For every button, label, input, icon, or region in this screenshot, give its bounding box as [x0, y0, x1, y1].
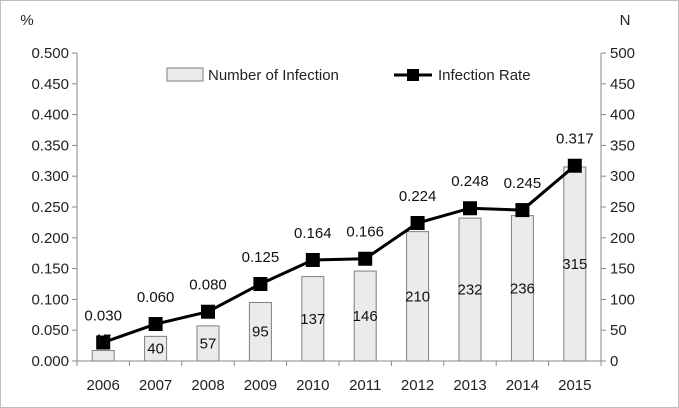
y-left-tick-label: 0.150 — [31, 261, 69, 278]
y-axis-right-title: N — [620, 12, 631, 29]
rate-data-label: 0.317 — [556, 131, 594, 148]
bar — [248, 301, 272, 362]
infection-rate-line — [102, 164, 576, 344]
line-series — [96, 158, 582, 350]
legend-bar-swatch — [166, 67, 204, 82]
rate-data-label: 0.164 — [294, 225, 332, 242]
bar — [91, 350, 115, 362]
line-marker — [515, 203, 530, 218]
legend-line-marker — [407, 69, 419, 81]
y-right-tick-label: 500 — [610, 45, 635, 62]
line-marker — [253, 277, 268, 291]
y-left-tick-label: 0.500 — [31, 45, 69, 62]
y-left-tick-label: 0.350 — [31, 137, 69, 154]
y-left-tick-label: 0.200 — [31, 230, 69, 247]
count-data-label: 95 — [252, 324, 269, 341]
count-data-label: 236 — [510, 280, 535, 297]
line-marker — [410, 216, 425, 231]
y-axis-left-title: % — [20, 12, 33, 29]
axes: % N 0.000 0.050 0.100 0.150 0.200 0.250 0.300 0.3… — [20, 12, 635, 394]
count-data-label: 57 — [200, 335, 217, 352]
count-data-label: 40 — [147, 341, 164, 358]
rate-data-label: 0.080 — [189, 277, 227, 294]
line-marker — [567, 158, 582, 173]
line-marker — [201, 304, 215, 319]
x-tick-label: 2014 — [506, 377, 539, 394]
count-data-label: 146 — [353, 308, 378, 325]
x-tick-label: 2006 — [87, 377, 120, 394]
line-marker — [96, 335, 111, 350]
line-marker — [463, 201, 477, 216]
y-right-tick-label: 300 — [610, 168, 635, 185]
legend-bar-label: Number of Infection — [208, 67, 339, 84]
bar — [353, 270, 377, 362]
x-tick-label: 2008 — [191, 377, 224, 394]
y-left-tick-label: 0.050 — [31, 322, 69, 339]
y-right-tick-label: 0 — [610, 353, 618, 370]
rate-data-label: 0.248 — [451, 173, 489, 190]
rate-data-label: 0.060 — [137, 289, 175, 306]
x-tick-label: 2009 — [244, 377, 277, 394]
bar — [301, 276, 325, 362]
x-tick-label: 2010 — [296, 377, 329, 394]
rate-data-label: 0.166 — [346, 224, 384, 241]
count-data-label: 315 — [562, 256, 587, 273]
data-labels: 0.030 0.060 0.080 0.125 0.164 0.166 0.224 0.248… — [84, 131, 593, 358]
rate-data-label: 0.030 — [84, 308, 122, 325]
y-right-tick-label: 100 — [610, 291, 635, 308]
x-tick-label: 2012 — [401, 377, 434, 394]
line-marker — [305, 252, 320, 267]
count-data-label: 210 — [405, 288, 430, 305]
y-right-tick-label: 50 — [610, 322, 627, 339]
y-right-tick-label: 400 — [610, 107, 635, 124]
bar — [458, 217, 482, 362]
x-tick-label: 2007 — [139, 377, 172, 394]
y-right-tick-label: 350 — [610, 137, 635, 154]
rate-data-label: 0.125 — [242, 249, 280, 266]
rate-data-label: 0.224 — [399, 188, 437, 205]
legend: Number of Infection Infection Rate — [166, 67, 531, 84]
x-tick-label: 2015 — [558, 377, 591, 394]
bar — [144, 335, 168, 362]
count-data-label: 232 — [457, 282, 482, 299]
bar — [406, 231, 430, 362]
x-tick-label: 2011 — [349, 377, 381, 394]
line-marker — [148, 317, 163, 332]
y-right-tick-label: 250 — [610, 199, 635, 216]
count-data-label: 17 — [95, 332, 112, 349]
y-left-tick-label: 0.000 — [31, 353, 69, 370]
bar — [196, 325, 220, 362]
y-right-tick-label: 150 — [610, 261, 635, 278]
legend-line-label: Infection Rate — [438, 67, 531, 84]
x-tick-label: 2013 — [453, 377, 486, 394]
y-left-tick-label: 0.450 — [31, 76, 69, 93]
y-left-tick-label: 0.300 — [31, 168, 69, 185]
line-marker — [358, 251, 373, 266]
y-left-tick-label: 0.100 — [31, 291, 69, 308]
y-right-tick-label: 450 — [610, 76, 635, 93]
y-left-tick-label: 0.250 — [31, 199, 69, 216]
y-left-tick-label: 0.400 — [31, 107, 69, 124]
bar-series — [91, 166, 587, 362]
y-right-tick-label: 200 — [610, 230, 635, 247]
rate-data-label: 0.245 — [504, 175, 542, 192]
count-data-label: 137 — [300, 311, 325, 328]
